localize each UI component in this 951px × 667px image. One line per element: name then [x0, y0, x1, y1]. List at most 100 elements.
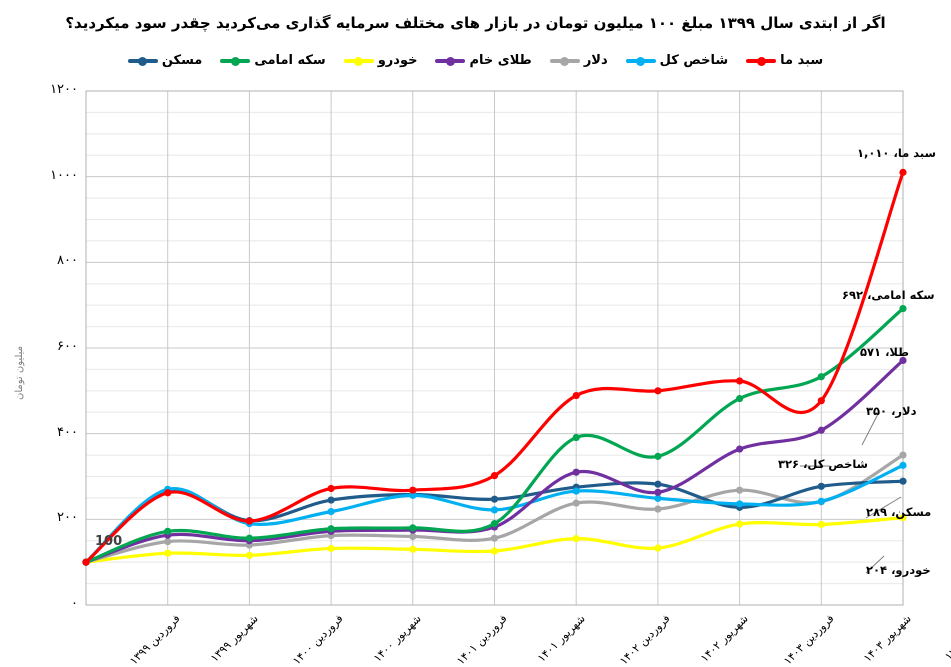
series-line — [84, 306, 905, 564]
data-point[interactable] — [736, 520, 744, 528]
legend-swatch-icon — [625, 56, 656, 66]
legend-item-label: شاخص کل — [659, 53, 729, 68]
data-label-طلا: طلا، ۵۷۱ — [860, 345, 909, 359]
label-leader-line — [865, 496, 902, 519]
legend-swatch-icon — [220, 56, 251, 66]
data-point[interactable] — [654, 480, 662, 488]
y-axis-tick-label: ۱۰۰۰ — [50, 167, 78, 183]
data-point[interactable] — [409, 545, 417, 553]
data-point[interactable] — [736, 394, 744, 403]
y-axis-tick-label: ۱۲۰۰ — [50, 82, 78, 97]
data-point[interactable] — [736, 445, 744, 453]
data-point[interactable] — [327, 484, 335, 493]
data-point[interactable] — [490, 506, 499, 514]
data-label-خودرو: خودرو، ۲۰۴ — [866, 563, 931, 577]
data-point[interactable] — [572, 487, 580, 495]
data-point[interactable] — [654, 544, 662, 552]
data-point[interactable] — [736, 500, 744, 508]
series-line — [84, 170, 905, 564]
data-point[interactable] — [899, 304, 907, 313]
data-label-دلار: دلار، ۳۵۰ — [866, 404, 917, 418]
legend-swatch-icon — [343, 56, 374, 66]
data-point[interactable] — [572, 433, 580, 442]
legend-item-label: طلای خام — [469, 53, 532, 68]
data-point[interactable] — [245, 517, 253, 525]
data-label-سکه امامی: سکه امامی، ۶۹۲ — [842, 288, 935, 302]
data-point[interactable] — [817, 373, 825, 381]
data-point[interactable] — [490, 520, 499, 528]
data-point[interactable] — [899, 461, 907, 469]
data-point[interactable] — [899, 514, 907, 522]
legend-item-tala[interactable]: طلای خام — [435, 53, 532, 68]
legend-item-sabad[interactable]: سبد ما — [746, 54, 823, 68]
legend-item-shakhes[interactable]: شاخص کل — [625, 53, 729, 68]
legend-item-dollar[interactable]: دلار — [549, 53, 608, 68]
data-point[interactable] — [899, 168, 907, 176]
legend-item-label: خودرو — [377, 53, 418, 68]
data-point[interactable] — [899, 451, 907, 459]
y-axis-tick-label: ۰ — [71, 596, 78, 611]
series-دلار — [82, 451, 907, 566]
data-point[interactable] — [164, 527, 172, 535]
legend-item-label: سبد ما — [780, 53, 824, 68]
data-point[interactable] — [490, 495, 499, 503]
data-point[interactable] — [409, 532, 417, 541]
label-leader-line — [865, 555, 885, 574]
data-point[interactable] — [817, 397, 825, 405]
data-point[interactable] — [736, 486, 744, 494]
plot-border — [85, 90, 904, 606]
data-point[interactable] — [409, 491, 417, 499]
legend-item-maskan[interactable]: مسکن — [127, 53, 203, 68]
data-point[interactable] — [490, 472, 499, 480]
data-point[interactable] — [572, 468, 580, 476]
data-point[interactable] — [327, 544, 335, 553]
legend-swatch-icon — [127, 56, 158, 66]
data-point[interactable] — [654, 505, 662, 513]
data-point[interactable] — [736, 377, 744, 385]
data-point[interactable] — [245, 551, 253, 559]
data-point[interactable] — [817, 482, 825, 490]
chart-legend: مسکن سکه امامی خودرو طلای خام دلار شاخص کل سبد… — [0, 54, 951, 68]
data-point[interactable] — [164, 538, 172, 546]
legend-swatch-icon — [549, 56, 580, 66]
data-label-سبد ما: سبد ما، ۱,۰۱۰ — [857, 146, 936, 160]
data-point[interactable] — [490, 547, 499, 555]
data-point[interactable] — [572, 391, 580, 400]
data-point[interactable] — [409, 486, 417, 494]
data-point[interactable] — [654, 387, 662, 395]
legend-swatch-icon — [746, 56, 777, 66]
data-point[interactable] — [572, 535, 580, 543]
y-axis-tick-label: ۴۰۰ — [57, 424, 78, 440]
data-point[interactable] — [817, 426, 825, 434]
data-point[interactable] — [164, 549, 172, 557]
legend-item-label: سکه امامی — [254, 53, 326, 68]
data-point[interactable] — [327, 496, 335, 504]
label-leader-line — [861, 413, 879, 446]
data-point[interactable] — [409, 524, 417, 532]
data-point[interactable] — [327, 525, 335, 533]
data-point[interactable] — [245, 534, 253, 542]
y-axis-tick-label: ۲۰۰ — [57, 510, 78, 526]
data-point[interactable] — [899, 356, 907, 365]
legend-item-label: مسکن — [161, 53, 203, 68]
legend-item-khodro[interactable]: خودرو — [343, 53, 418, 68]
data-point[interactable] — [572, 499, 580, 507]
data-point[interactable] — [817, 520, 825, 529]
data-point[interactable] — [899, 477, 907, 485]
series-سکه امامی — [82, 304, 907, 566]
legend-item-sekke[interactable]: سکه امامی — [220, 53, 326, 68]
data-point[interactable] — [654, 452, 662, 460]
page-title: اگر از ابتدی سال ۱۳۹۹ مبلغ ۱۰۰ میلیون تو… — [65, 14, 886, 32]
data-point[interactable] — [654, 488, 662, 496]
data-point[interactable] — [654, 494, 662, 502]
series-سبد ما — [82, 168, 907, 566]
data-point[interactable] — [817, 497, 825, 505]
data-point[interactable] — [164, 489, 172, 497]
data-point[interactable] — [490, 534, 499, 542]
legend-item-label: دلار — [583, 53, 608, 68]
data-point[interactable] — [82, 558, 90, 566]
data-label-مسکن: مسکن، ۲۸۹ — [866, 505, 932, 519]
data-label-شاخص کل: شاخص کل، ۳۲۶ — [778, 457, 868, 471]
data-point[interactable] — [327, 508, 335, 516]
